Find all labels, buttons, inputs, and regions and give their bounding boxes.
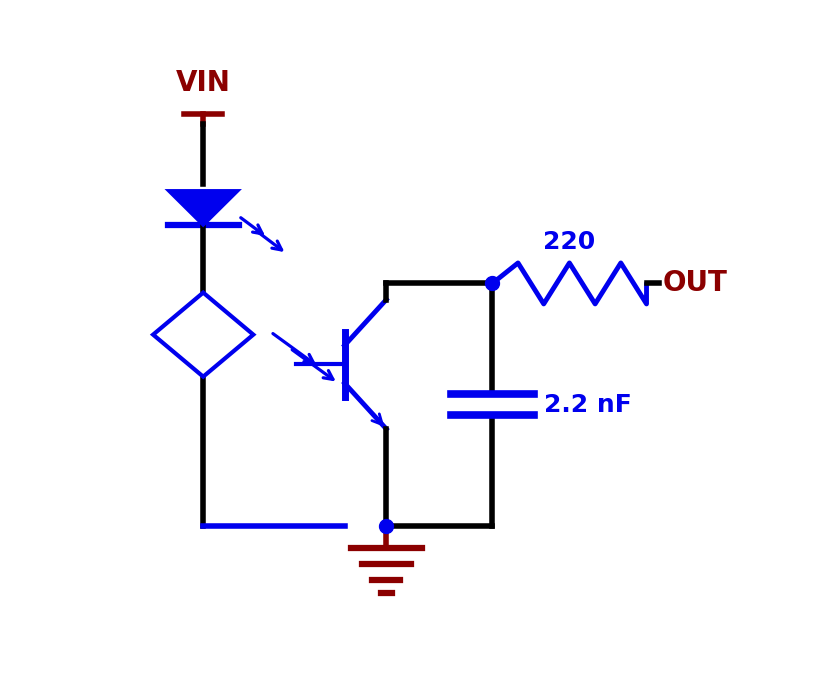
- Text: 2.2 nF: 2.2 nF: [543, 393, 631, 416]
- Text: VIN: VIN: [176, 69, 230, 97]
- Polygon shape: [153, 293, 253, 377]
- Polygon shape: [167, 190, 238, 225]
- Text: 220: 220: [542, 230, 595, 254]
- Text: OUT: OUT: [662, 270, 727, 298]
